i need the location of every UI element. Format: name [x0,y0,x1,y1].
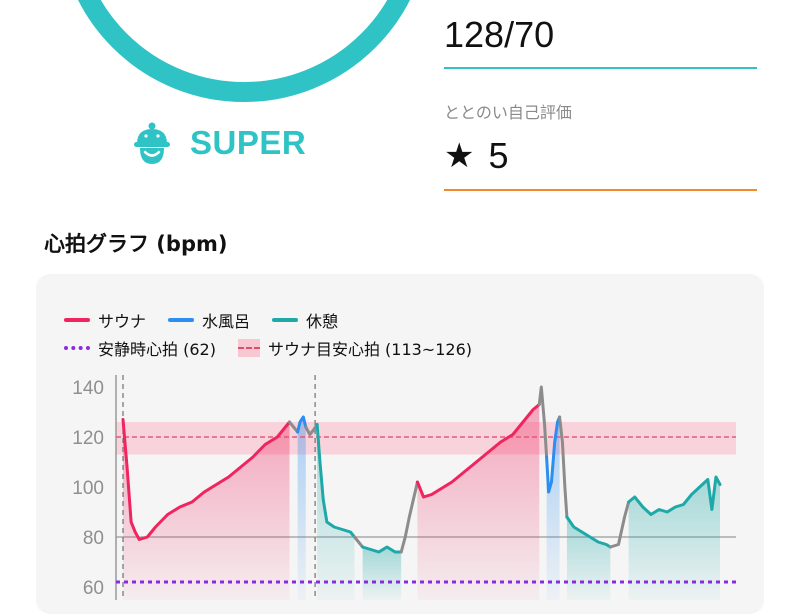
hr-line-transition [304,423,319,436]
y-tick-label: 100 [72,478,104,499]
legend-label-water: 水風呂 [202,312,251,331]
chart-legend: サウナ 水風呂 休憩 安静時心拍 (62) サウナ目安心拍 (113~126) [64,306,494,362]
hr-line-transition [399,480,419,554]
hr-area-rest [566,517,611,600]
legend-swatch-resting-hr [64,346,90,350]
legend-swatch-rest [272,318,299,322]
legend-item-resting-hr: 安静時心拍 (62) [64,336,216,360]
y-tick-label: 80 [83,528,104,549]
hr-area-sauna [123,419,290,600]
hr-line-rest [361,545,403,554]
self-score-underline [444,189,757,191]
y-tick-label: 140 [72,378,104,399]
legend-label-sauna: サウナ [98,312,147,331]
legend-item-rest: 休憩 [272,308,338,332]
blood-pressure-underline [444,67,757,69]
hr-line-rest [565,515,612,549]
level-label: SUPER [190,124,307,161]
hr-line-transition [558,415,569,519]
hr-line-sauna [415,403,541,499]
target-hr-band [116,422,736,455]
hr-line-rest [627,475,722,516]
blood-pressure-value: 128/70 [444,14,555,55]
hr-line-sauna [121,418,292,541]
hr-line-transition [537,385,549,459]
hr-line-water [296,415,308,434]
y-tick-label: 120 [72,428,104,449]
legend-label-resting-hr: 安静時心拍 (62) [98,340,216,359]
hr-line-water [545,415,562,494]
legend-label-target-hr: サウナ目安心拍 (113~126) [267,340,472,359]
legend-swatch-sauna [64,318,90,322]
y-tick-label: 60 [83,578,104,599]
legend-swatch-target-hr [237,339,260,357]
self-score-label: ととのい自己評価 [444,103,572,122]
hr-line-transition [288,420,300,434]
hr-area-water [546,417,560,600]
hr-area-sauna [417,404,540,600]
legend-swatch-water [168,318,195,322]
star-icon: ★ [444,136,475,176]
hr-line-rest [315,423,356,539]
sauna-hat-icon [134,122,170,164]
hr-line-transition [608,500,631,549]
hr-area-rest [628,477,720,600]
legend-item-water: 水風呂 [168,308,250,332]
hr-area-water [297,417,306,600]
hr-line-transition [352,535,365,549]
heart-rate-section-title: 心拍グラフ (bpm) [44,232,228,256]
legend-item-sauna: サウナ [64,308,146,332]
self-score-value: ★ 5 [444,138,509,174]
hr-area-rest [362,547,402,600]
heart-rate-chart: 140 120 100 80 60 [72,375,736,600]
hr-area-rest [317,424,355,600]
legend-label-rest: 休憩 [306,312,339,331]
legend-item-target-hr: サウナ目安心拍 (113~126) [237,336,472,360]
score-number: 5 [488,135,509,176]
